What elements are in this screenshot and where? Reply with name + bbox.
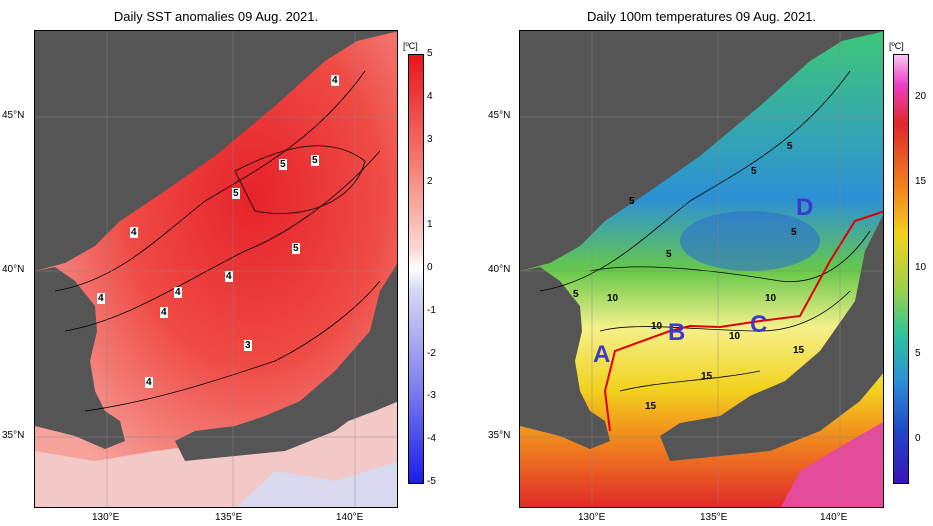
- contour-label: 3: [244, 340, 252, 351]
- lon-label: 140°E: [336, 512, 364, 523]
- contour-label: 5: [666, 249, 672, 260]
- contour-label: 5: [573, 289, 579, 300]
- region-label-b: B: [668, 319, 686, 346]
- contour-label: 4: [130, 227, 138, 238]
- contour-label: 10: [729, 331, 741, 342]
- lon-label: 140°E: [820, 512, 848, 523]
- contour-label: 10: [765, 293, 777, 304]
- contour-label: 4: [97, 293, 105, 304]
- left-panel-title: Daily SST anomalies 09 Aug. 2021.: [113, 9, 319, 24]
- right-map: 5 5 5 5 5 5 10 10 10 10 15 15 15 A B C D: [519, 30, 884, 508]
- right-colorbar-unit: [ºC]: [889, 41, 904, 51]
- lon-label: 130°E: [578, 512, 606, 523]
- lat-label: 40°N: [488, 264, 511, 275]
- cold-core: [680, 211, 820, 271]
- left-colorbar-tick: -2: [427, 347, 436, 359]
- contour-label: 4: [174, 287, 182, 298]
- pacific-warm: [781, 422, 883, 507]
- contour-label: 15: [701, 371, 713, 382]
- left-colorbar-tick: 0: [427, 262, 433, 273]
- contour-label: 5: [311, 155, 319, 166]
- region-label-c: C: [750, 311, 768, 338]
- lat-label: 40°N: [2, 264, 25, 275]
- lat-label: 35°N: [488, 430, 511, 441]
- left-colorbar-tick: 5: [427, 48, 433, 59]
- left-colorbar-tick: 1: [427, 219, 433, 231]
- contour-label: 5: [791, 227, 797, 238]
- japan-land: [175, 264, 397, 461]
- left-colorbar: [408, 54, 424, 484]
- contour-label: 5: [279, 159, 287, 170]
- right-map-svg: [520, 31, 883, 507]
- right-colorbar-tick: 20: [915, 90, 927, 102]
- left-colorbar-unit: [ºC]: [403, 41, 418, 51]
- contour-label: 4: [331, 75, 339, 86]
- right-colorbar: [893, 54, 909, 484]
- lon-label: 135°E: [700, 512, 728, 523]
- right-colorbar-tick: 5: [915, 347, 921, 359]
- lat-label: 45°N: [2, 110, 25, 121]
- right-colorbar-tick: 10: [915, 262, 927, 273]
- left-colorbar-tick: 3: [427, 133, 433, 145]
- lon-label: 130°E: [92, 512, 120, 523]
- section-line: [603, 210, 883, 432]
- lon-label: 135°E: [215, 512, 243, 523]
- contour-label: 10: [651, 321, 663, 332]
- region-label-a: A: [593, 341, 611, 368]
- left-colorbar-tick: 2: [427, 176, 433, 188]
- right-panel-title: Daily 100m temperatures 09 Aug. 2021.: [586, 9, 817, 24]
- contour-label: 15: [645, 401, 657, 412]
- contour-label: 4: [225, 271, 233, 282]
- sea-area: [35, 31, 397, 507]
- left-map-svg: [35, 31, 397, 507]
- korea-land: [520, 267, 610, 449]
- korea-land: [35, 267, 125, 449]
- left-colorbar-tick: 4: [427, 90, 433, 102]
- contour-label: 5: [787, 141, 793, 152]
- left-colorbar-tick: -3: [427, 390, 436, 402]
- contour-label: 4: [160, 307, 168, 318]
- left-colorbar-tick: -4: [427, 433, 436, 445]
- contour-label: 5: [751, 166, 757, 177]
- japan-land: [660, 215, 883, 461]
- contour-label: 4: [145, 377, 153, 388]
- contour-label: 10: [607, 293, 619, 304]
- contour-label: 5: [629, 196, 635, 207]
- contour-label: 5: [292, 243, 300, 254]
- right-colorbar-tick: 0: [915, 433, 921, 445]
- left-colorbar-tick: -5: [427, 476, 436, 487]
- left-map: 4 5 5 5 4 5 4 4 4 4 3 4: [34, 30, 398, 508]
- lat-label: 35°N: [2, 430, 25, 441]
- contour-label: 5: [232, 188, 240, 199]
- lat-label: 45°N: [488, 110, 511, 121]
- region-label-d: D: [796, 194, 814, 221]
- left-colorbar-tick: -1: [427, 304, 436, 316]
- contour-label: 15: [793, 345, 805, 356]
- right-colorbar-tick: 15: [915, 176, 927, 188]
